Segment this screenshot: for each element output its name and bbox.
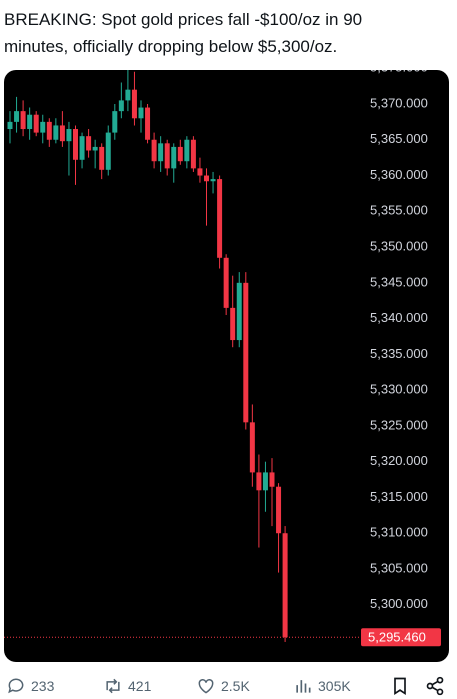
y-tick-label: 5,320.000	[370, 453, 428, 468]
candle-body	[27, 114, 33, 130]
candle-body	[164, 143, 170, 169]
candle-body	[177, 146, 183, 162]
candle-body	[138, 107, 144, 119]
candle-body	[33, 114, 39, 133]
like-count: 2.5K	[221, 678, 250, 694]
candle-body	[105, 132, 111, 170]
y-tick-label: 5,335.000	[370, 346, 428, 361]
candle-body	[262, 472, 268, 491]
repost-icon	[106, 678, 120, 694]
candle-body	[276, 486, 282, 534]
y-tick-label: 5,330.000	[370, 382, 428, 397]
like-icon	[198, 678, 214, 694]
candle-body	[125, 89, 131, 101]
candle-body	[249, 422, 255, 473]
share-icon	[426, 676, 444, 696]
y-tick-label: 5,325.000	[370, 417, 428, 432]
candle-body	[197, 168, 203, 176]
candle-body	[118, 100, 124, 112]
y-tick-label: 5,340.000	[370, 310, 428, 325]
candle-body	[66, 129, 72, 142]
views-icon	[296, 680, 311, 693]
y-tick-label: 5,365.000	[370, 131, 428, 146]
candle-body	[190, 139, 196, 169]
candle-body	[79, 136, 85, 160]
candle-body	[230, 307, 236, 341]
candle-body	[40, 121, 46, 133]
y-tick-label: 5,355.000	[370, 203, 428, 218]
candle-body	[204, 175, 209, 182]
reply-icon	[8, 678, 24, 694]
y-tick-label: 5,375.000	[370, 60, 428, 75]
y-tick-label: 5,310.000	[370, 525, 428, 540]
candle-body	[131, 89, 137, 119]
y-tick-label: 5,345.000	[370, 274, 428, 289]
candle-body	[184, 139, 190, 162]
candle-body	[210, 179, 216, 182]
candle-body	[171, 146, 177, 169]
candle-body	[53, 125, 59, 140]
post-text-line: BREAKING: Spot gold prices fall -$100/oz…	[4, 10, 363, 29]
y-tick-label: 5,360.000	[370, 167, 428, 182]
like-button[interactable]: 2.5K	[196, 674, 250, 698]
candle-body	[92, 146, 98, 151]
y-tick-label: 5,315.000	[370, 489, 428, 504]
repost-button[interactable]: 421	[103, 674, 151, 698]
y-tick-label: 5,305.000	[370, 560, 428, 575]
y-tick-label: 5,370.000	[370, 95, 428, 110]
y-tick-label: 5,350.000	[370, 239, 428, 254]
candle-body	[14, 111, 20, 122]
candle-body	[59, 125, 65, 142]
post-text-line: minutes, officially dropping below $5,30…	[4, 37, 338, 56]
bookmark-icon	[394, 677, 406, 696]
candle-body	[158, 143, 164, 162]
candle-body	[243, 282, 249, 423]
y-tick-label: 5,300.000	[370, 596, 428, 611]
candle-body	[282, 533, 288, 638]
last-price-label: 5,295.460	[368, 630, 426, 645]
candle-body	[7, 121, 13, 130]
repost-count: 421	[128, 678, 152, 694]
views-count: 305K	[318, 678, 351, 694]
reply-count: 233	[31, 678, 55, 694]
views-button[interactable]: 305K	[293, 674, 351, 698]
candle-body	[151, 139, 157, 162]
post-text: BREAKING: Spot gold prices fall -$100/oz…	[4, 6, 444, 60]
candle-body	[20, 111, 26, 130]
candle-body	[223, 257, 229, 308]
candle-body	[99, 146, 105, 170]
candle-body	[46, 121, 52, 140]
bookmark-button[interactable]	[390, 674, 410, 698]
candle-body	[236, 282, 242, 341]
candle-body	[86, 136, 92, 151]
last-price-box	[361, 628, 441, 647]
candle-body	[112, 111, 118, 133]
candle-body	[256, 472, 262, 491]
chart-background	[4, 70, 449, 662]
reply-button[interactable]: 233	[6, 674, 54, 698]
plot-area: 5,300.000 5,305.000 5,310.000 5,315.000 5,32…	[4, 60, 441, 647]
candle-body	[269, 472, 275, 487]
share-button[interactable]	[425, 674, 445, 698]
candle-body	[145, 107, 151, 140]
candle-body	[73, 129, 78, 160]
candle-body	[217, 179, 223, 258]
